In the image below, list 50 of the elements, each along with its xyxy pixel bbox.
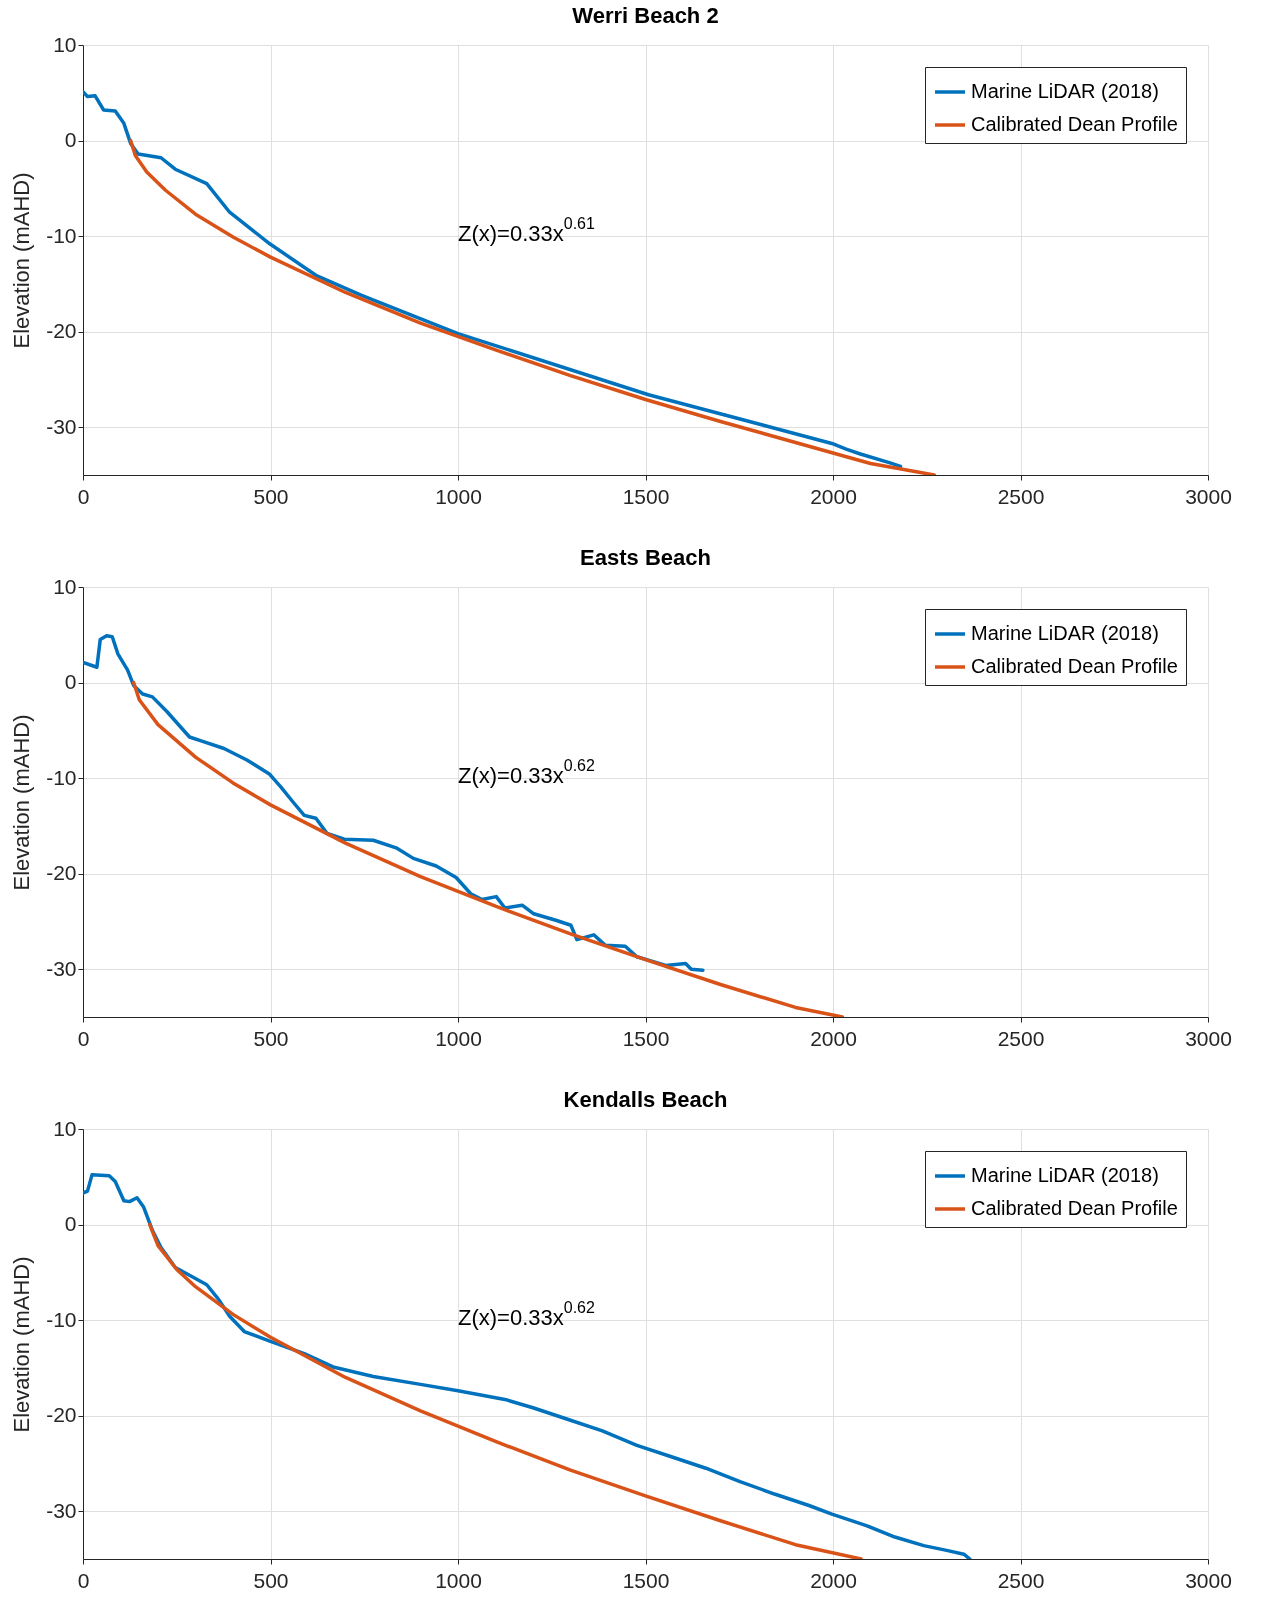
y-tick-label: 0 bbox=[64, 1212, 77, 1236]
y-tick-label: 0 bbox=[64, 128, 77, 152]
line-series bbox=[83, 1173, 972, 1559]
x-tick-label: 1000 bbox=[435, 1568, 482, 1592]
y-tick-label: -30 bbox=[46, 956, 77, 980]
chart-title: Easts Beach bbox=[580, 545, 711, 570]
x-tick-label: 1000 bbox=[435, 1026, 482, 1050]
x-tick-label: 2500 bbox=[997, 1026, 1045, 1050]
x-tick-label: 500 bbox=[253, 1026, 289, 1050]
x-tick-label: 2000 bbox=[810, 1568, 857, 1592]
y-axis-title: Elevation (mAHD) bbox=[9, 172, 35, 349]
x-tick-label: 2500 bbox=[997, 1568, 1045, 1592]
x-tick-label: 3000 bbox=[1185, 1568, 1232, 1592]
x-tick-label: 1500 bbox=[622, 484, 670, 508]
y-tick-label: -10 bbox=[46, 223, 77, 247]
line-series bbox=[128, 138, 936, 475]
y-tick-label: -10 bbox=[46, 1307, 77, 1331]
x-tick-label: 500 bbox=[253, 1568, 289, 1592]
x-tick-label: 3000 bbox=[1185, 1026, 1232, 1050]
line-series bbox=[131, 680, 845, 1017]
x-tick-label: 1000 bbox=[435, 484, 482, 508]
x-tick-label: 3000 bbox=[1185, 484, 1232, 508]
x-tick-label: 1500 bbox=[622, 1568, 670, 1592]
y-tick-label: -30 bbox=[46, 1498, 77, 1522]
y-tick-label: 10 bbox=[53, 32, 77, 56]
x-tick-label: 2000 bbox=[810, 484, 857, 508]
legend-label: Marine LiDAR (2018) bbox=[971, 622, 1159, 644]
legend-label: Marine LiDAR (2018) bbox=[971, 80, 1159, 102]
y-tick-label: -30 bbox=[46, 414, 77, 438]
y-tick-label: -20 bbox=[46, 319, 77, 343]
x-tick-label: 1500 bbox=[622, 1026, 670, 1050]
chart-title: Werri Beach 2 bbox=[572, 3, 719, 28]
y-tick-label: 10 bbox=[53, 574, 77, 598]
y-axis-title: Elevation (mAHD) bbox=[9, 714, 35, 891]
y-tick-label: -20 bbox=[46, 1403, 77, 1427]
legend-label: Calibrated Dean Profile bbox=[971, 1197, 1178, 1219]
line-series bbox=[148, 1222, 863, 1559]
line-series bbox=[83, 90, 903, 469]
x-tick-label: 2500 bbox=[997, 484, 1045, 508]
y-tick-label: 10 bbox=[53, 1116, 77, 1140]
x-tick-label: 500 bbox=[253, 484, 289, 508]
y-tick-label: -20 bbox=[46, 861, 77, 885]
legend-label: Calibrated Dean Profile bbox=[971, 655, 1178, 677]
chart-title: Kendalls Beach bbox=[563, 1087, 728, 1112]
y-axis-title: Elevation (mAHD) bbox=[9, 1256, 35, 1433]
legend-label: Calibrated Dean Profile bbox=[971, 113, 1178, 135]
legend-label: Marine LiDAR (2018) bbox=[971, 1164, 1159, 1186]
y-tick-label: -10 bbox=[46, 765, 77, 789]
x-tick-label: 2000 bbox=[810, 1026, 857, 1050]
y-tick-label: 0 bbox=[64, 670, 77, 694]
